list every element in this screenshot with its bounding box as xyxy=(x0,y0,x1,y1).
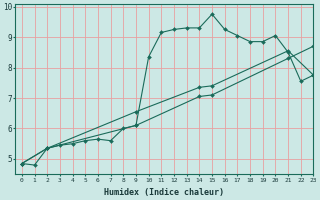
X-axis label: Humidex (Indice chaleur): Humidex (Indice chaleur) xyxy=(105,188,225,197)
